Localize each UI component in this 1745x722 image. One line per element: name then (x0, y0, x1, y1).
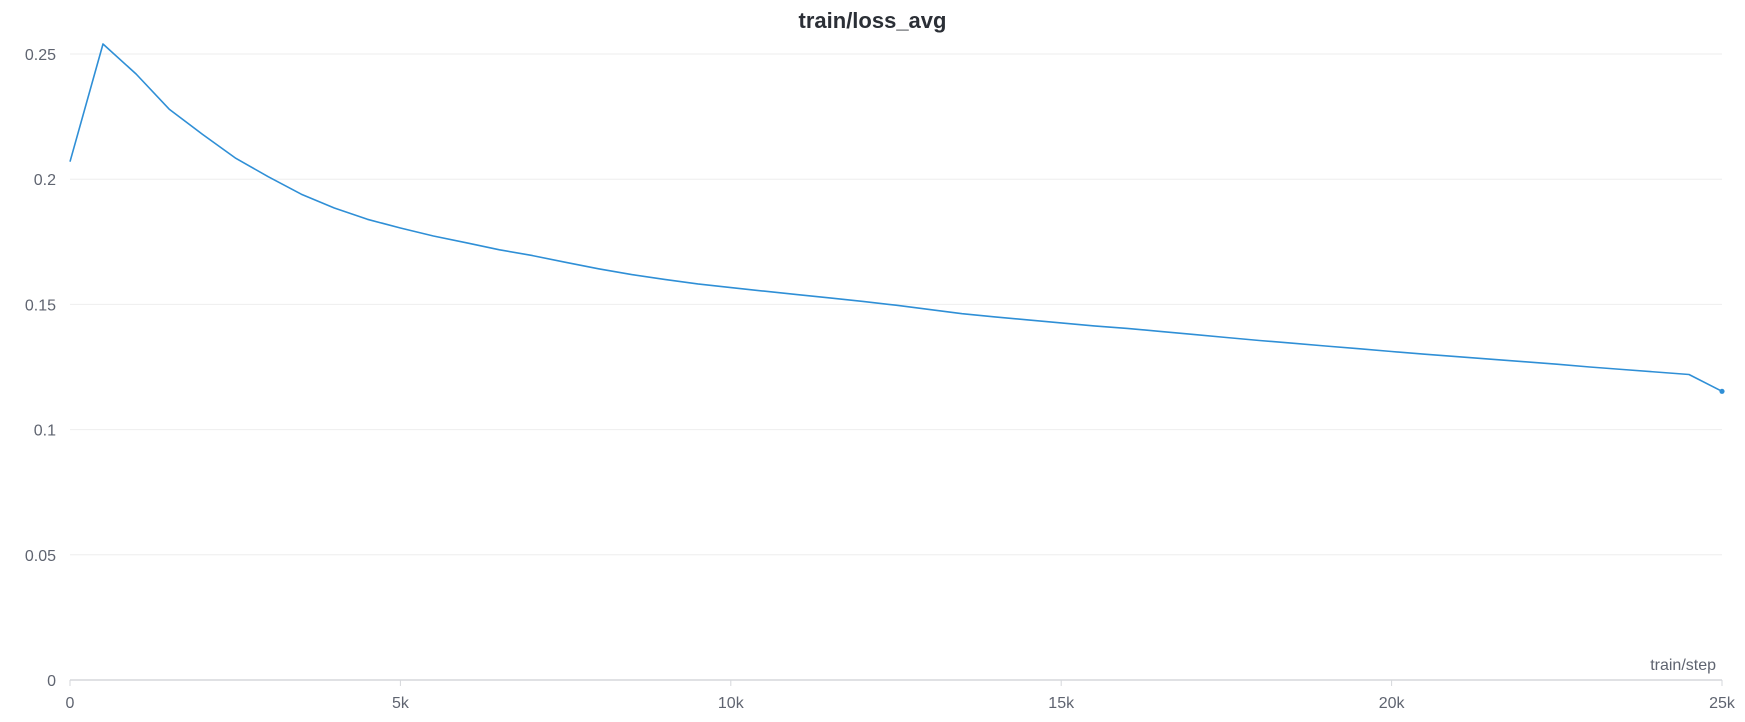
x-tick-label: 0 (66, 695, 75, 712)
axes (69, 679, 1723, 686)
x-tick-label: 5k (392, 695, 410, 712)
y-tick-label: 0.15 (25, 297, 56, 314)
y-tick-label: 0 (47, 673, 56, 690)
y-tick-label: 0.1 (34, 423, 56, 440)
x-axis-title: train/step (1650, 657, 1716, 674)
y-tick-label: 0.2 (34, 172, 56, 189)
y-tick-label: 0.05 (25, 548, 56, 565)
series-layer[interactable] (69, 43, 1725, 394)
tick-labels: 0 0.05 0.1 0.15 0.2 0.25 0 5k 10k 15k 20k 25k (25, 47, 1736, 712)
series-line[interactable] (69, 43, 1723, 393)
x-tick-label: 20k (1379, 695, 1406, 712)
series-end-point[interactable] (1719, 388, 1725, 394)
chart-title: train/loss_avg (798, 8, 947, 33)
x-tick-label: 10k (718, 695, 745, 712)
x-tick-label: 15k (1048, 695, 1075, 712)
y-tick-label: 0.25 (25, 47, 56, 64)
x-tick-label: 25k (1709, 695, 1736, 712)
